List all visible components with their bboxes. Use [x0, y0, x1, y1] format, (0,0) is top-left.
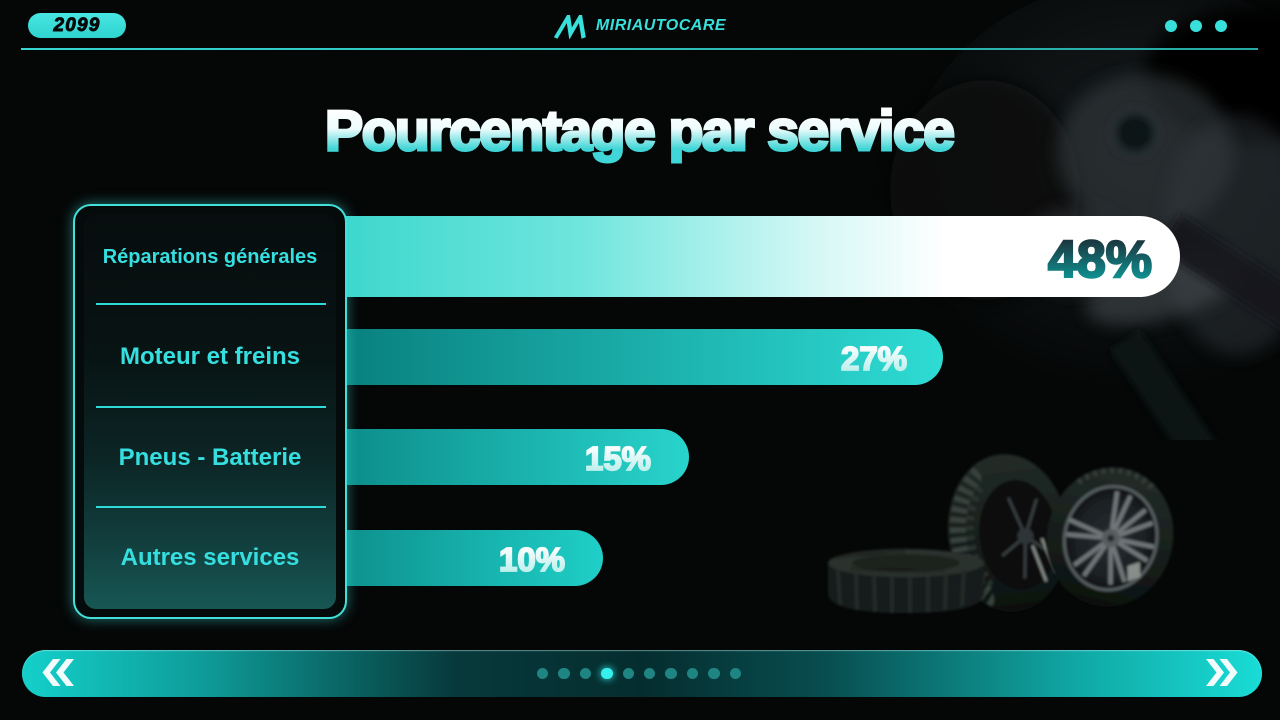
svg-text:27%: 27%: [841, 340, 907, 377]
svg-text:48%: 48%: [1048, 231, 1152, 289]
svg-text:10%: 10%: [499, 541, 565, 578]
svg-text:15%: 15%: [585, 440, 651, 477]
svg-text:Pourcentage par service: Pourcentage par service: [325, 99, 955, 163]
